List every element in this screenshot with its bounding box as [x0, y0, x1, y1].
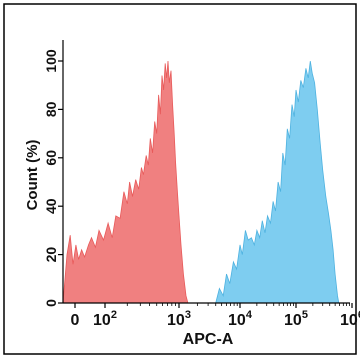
- x-tick-layer: 0 102 103 104 105 106: [71, 303, 360, 329]
- x-tick-label: 105: [284, 309, 308, 329]
- x-tick-label: 103: [167, 309, 191, 329]
- x-tick-label: 104: [228, 309, 253, 329]
- y-tick-label: 80: [43, 101, 59, 117]
- series-layer: [62, 60, 340, 304]
- histogram-series-1: [62, 60, 189, 304]
- figure-border: [3, 3, 357, 355]
- x-tick-label: 106: [340, 309, 360, 329]
- y-tick-label: 0: [43, 299, 59, 307]
- y-tick-label: 60: [43, 150, 59, 166]
- x-axis-label: APC-A: [183, 331, 234, 348]
- y-tick-label: 100: [43, 49, 59, 73]
- x-tick-label: 102: [93, 309, 117, 329]
- y-tick-label: 40: [43, 198, 59, 214]
- y-axis-label: Count (%): [24, 140, 41, 211]
- x-tick-label: 0: [71, 312, 80, 329]
- y-tick-label: 20: [43, 247, 59, 263]
- y-tick-layer: 0 20 40 60 80 100: [43, 49, 63, 307]
- histogram-series-2: [215, 60, 340, 304]
